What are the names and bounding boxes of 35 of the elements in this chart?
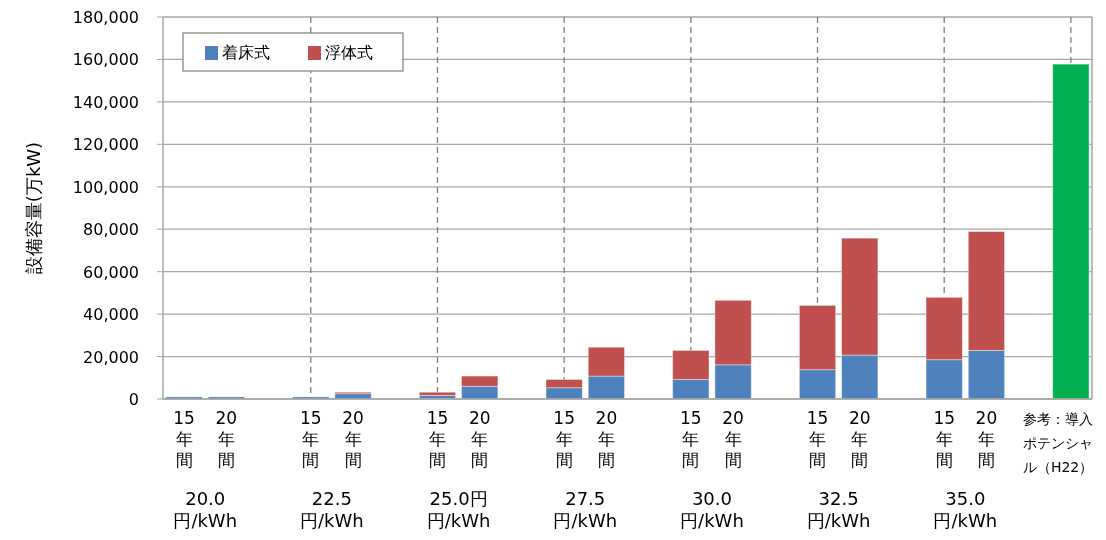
- text: 22.5円/kWh: [300, 488, 364, 531]
- y-tick-label: 180,000: [72, 8, 139, 27]
- y-tick-label: 0: [128, 390, 139, 409]
- x-tick-label: 15年間: [553, 408, 575, 470]
- x-tick-label: 15年間: [680, 408, 702, 470]
- text: 25.0円円/kWh: [426, 488, 491, 531]
- text: 20.0円/kWh: [173, 488, 238, 531]
- x-tick-label: 15年間: [806, 408, 829, 470]
- legend-label: 浮体式: [325, 43, 373, 62]
- x-tick-label: 20年間: [595, 408, 618, 470]
- x-tick-label: 15年間: [933, 408, 956, 470]
- x-tick-label: 参考：導入ポテンシャル（H22）: [1022, 411, 1094, 475]
- text: 27.5円/kWh: [553, 488, 618, 531]
- y-tick-label: 60,000: [83, 262, 139, 282]
- text: 30.0円/kWh: [680, 488, 744, 531]
- x-tick-label: 20年間: [468, 408, 491, 470]
- y-tick-label: 120,000: [72, 135, 139, 155]
- y-tick-label: 20,000: [83, 347, 139, 367]
- legend-label: 着床式: [222, 43, 270, 62]
- x-tick-label: 15年間: [426, 408, 449, 470]
- x-tick-label: 20年間: [975, 408, 998, 470]
- y-tick-label: 140,000: [72, 92, 139, 112]
- x-tick-label: 20年間: [848, 408, 871, 470]
- text: 35.0円/kWh: [933, 488, 998, 531]
- y-axis-title: 設備容量(万kW): [23, 141, 44, 275]
- x-tick-label: 15年間: [299, 408, 322, 470]
- y-tick-label: 100,000: [72, 177, 139, 197]
- x-tick-label: 20年間: [215, 408, 238, 470]
- y-tick-label: 40,000: [83, 305, 139, 325]
- y-tick-label: 160,000: [72, 50, 139, 70]
- x-tick-label: 15年間: [173, 408, 195, 470]
- text: 32.5円/kWh: [806, 488, 871, 531]
- y-tick-label: 80,000: [83, 220, 139, 240]
- x-tick-label: 20年間: [722, 408, 744, 470]
- x-tick-label: 20年間: [342, 408, 364, 470]
